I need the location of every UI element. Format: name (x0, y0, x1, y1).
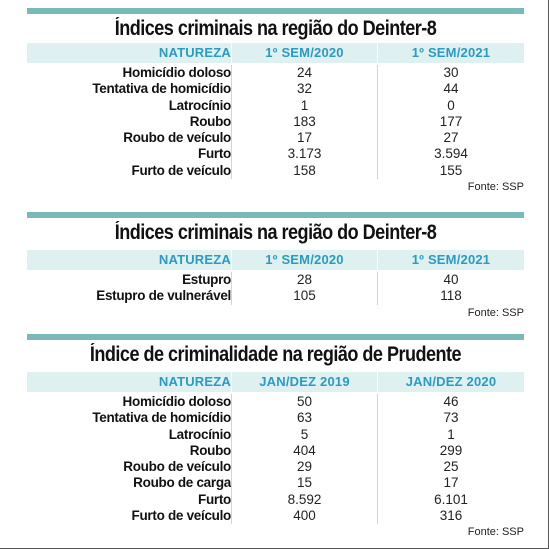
table-row: Furto 8.592 6.101 (27, 491, 524, 509)
row-value: 118 (377, 288, 524, 305)
header-cell: NATUREZA (27, 43, 231, 63)
table-row: Latrocínio 1 0 (27, 97, 524, 114)
table-row: Estupro de vulnerável 105 118 (27, 288, 524, 305)
table-row: Furto de veículo 400 316 (27, 508, 524, 525)
row-label: Furto (198, 491, 231, 507)
row-value: 28 (231, 272, 377, 289)
table-title: Índices criminais na região do Deinter-8 (114, 17, 437, 40)
table-header: NATUREZA 1º SEM/2020 1º SEM/2021 (27, 250, 524, 270)
row-label: Homicídio doloso (122, 65, 232, 80)
row-label: Tentativa de homicídio (92, 410, 231, 426)
row-value: 400 (231, 508, 377, 525)
source-note: Fonte: SSP (467, 306, 524, 319)
header-cell: JAN/DEZ 2020 (377, 372, 524, 392)
accent-bar (27, 334, 524, 340)
table-row: Roubo 183 177 (27, 113, 524, 131)
table-title: Índices criminais na região do Deinter-8 (114, 221, 437, 244)
row-label: Latrocínio (168, 97, 232, 113)
row-label: Roubo de veículo (123, 130, 231, 146)
row-label: Estupro de vulnerável (96, 288, 231, 304)
row-value: 183 (231, 113, 377, 131)
row-value: 17 (377, 475, 524, 492)
table-row: Estupro 28 40 (27, 272, 524, 289)
table-section-1: Índices criminais na região do Deinter-8… (27, 8, 524, 194)
table-body: Estupro 28 40 Estupro de vulnerável 105 … (27, 272, 524, 305)
table-header: NATUREZA JAN/DEZ 2019 JAN/DEZ 2020 (27, 372, 524, 392)
accent-bar (27, 8, 524, 14)
table-row: Furto 3.173 3.594 (27, 146, 524, 163)
row-label: Estupro (182, 272, 231, 287)
row-label: Roubo de veículo (123, 459, 231, 475)
source-note: Fonte: SSP (467, 526, 524, 539)
table-row: Roubo de veículo 17 27 (27, 130, 524, 147)
header-cell: NATUREZA (27, 372, 231, 392)
header-cell: 1º SEM/2021 (377, 250, 524, 270)
row-value: 25 (377, 459, 524, 476)
row-value: 316 (377, 508, 524, 525)
row-value: 1 (377, 426, 524, 443)
table-row: Roubo de veículo 29 25 (27, 459, 524, 476)
row-value: 3.173 (231, 146, 377, 163)
table-body: Homicídio doloso 50 46 Tentativa de homi… (27, 394, 524, 525)
table-section-3: Índice de criminalidade na região de Pru… (27, 334, 524, 539)
row-value: 1 (231, 97, 377, 114)
row-value: 6.101 (377, 491, 524, 509)
row-label: Furto de veículo (131, 162, 232, 178)
table-body: Homicídio doloso 24 30 Tentativa de homi… (27, 65, 524, 180)
table-title: Índice de criminalidade na região de Pru… (89, 343, 462, 366)
table-row: Latrocínio 5 1 (27, 426, 524, 443)
table-section-2: Índices criminais na região do Deinter-8… (27, 212, 524, 320)
table-row: Furto de veículo 158 155 (27, 162, 524, 180)
header-cell: 1º SEM/2020 (231, 250, 377, 270)
row-value: 3.594 (377, 146, 524, 163)
accent-bar (27, 212, 524, 218)
table-row: Homicídio doloso 24 30 (27, 65, 524, 82)
table-row: Tentativa de homicídio 32 44 (27, 81, 524, 98)
row-value: 17 (231, 130, 377, 147)
header-cell: JAN/DEZ 2019 (231, 372, 377, 392)
row-value: 0 (377, 97, 524, 114)
table-row: Roubo 404 299 (27, 442, 524, 460)
row-label: Tentativa de homicídio (92, 81, 231, 97)
row-value: 299 (377, 442, 524, 460)
row-value: 155 (377, 162, 524, 180)
row-value: 177 (377, 113, 524, 131)
row-value: 15 (231, 475, 377, 492)
table-row: Roubo de carga 15 17 (27, 475, 524, 492)
row-label: Roubo (189, 442, 232, 458)
row-value: 105 (231, 288, 377, 305)
header-cell: 1º SEM/2020 (231, 43, 377, 63)
row-value: 50 (231, 394, 377, 411)
row-value: 5 (231, 426, 377, 443)
row-value: 73 (377, 410, 524, 427)
row-value: 27 (377, 130, 524, 147)
row-value: 40 (377, 272, 524, 289)
row-value: 29 (231, 459, 377, 476)
row-label: Latrocínio (168, 426, 232, 442)
table-row: Homicídio doloso 50 46 (27, 394, 524, 411)
source-note: Fonte: SSP (467, 181, 524, 194)
row-label: Roubo de carga (133, 475, 231, 491)
row-value: 158 (231, 162, 377, 180)
row-value: 44 (377, 81, 524, 98)
row-label: Homicídio doloso (122, 394, 232, 409)
row-label: Furto de veículo (131, 508, 232, 524)
row-value: 63 (231, 410, 377, 427)
row-label: Furto (198, 146, 231, 162)
row-label: Roubo (189, 113, 232, 129)
table-header: NATUREZA 1º SEM/2020 1º SEM/2021 (27, 43, 524, 63)
header-cell: NATUREZA (27, 250, 231, 270)
table-row: Tentativa de homicídio 63 73 (27, 410, 524, 427)
row-value: 404 (231, 442, 377, 460)
row-value: 8.592 (231, 491, 377, 509)
row-value: 24 (231, 65, 377, 82)
row-value: 32 (231, 81, 377, 98)
row-value: 46 (377, 394, 524, 411)
header-cell: 1º SEM/2021 (377, 43, 524, 63)
row-value: 30 (377, 65, 524, 82)
